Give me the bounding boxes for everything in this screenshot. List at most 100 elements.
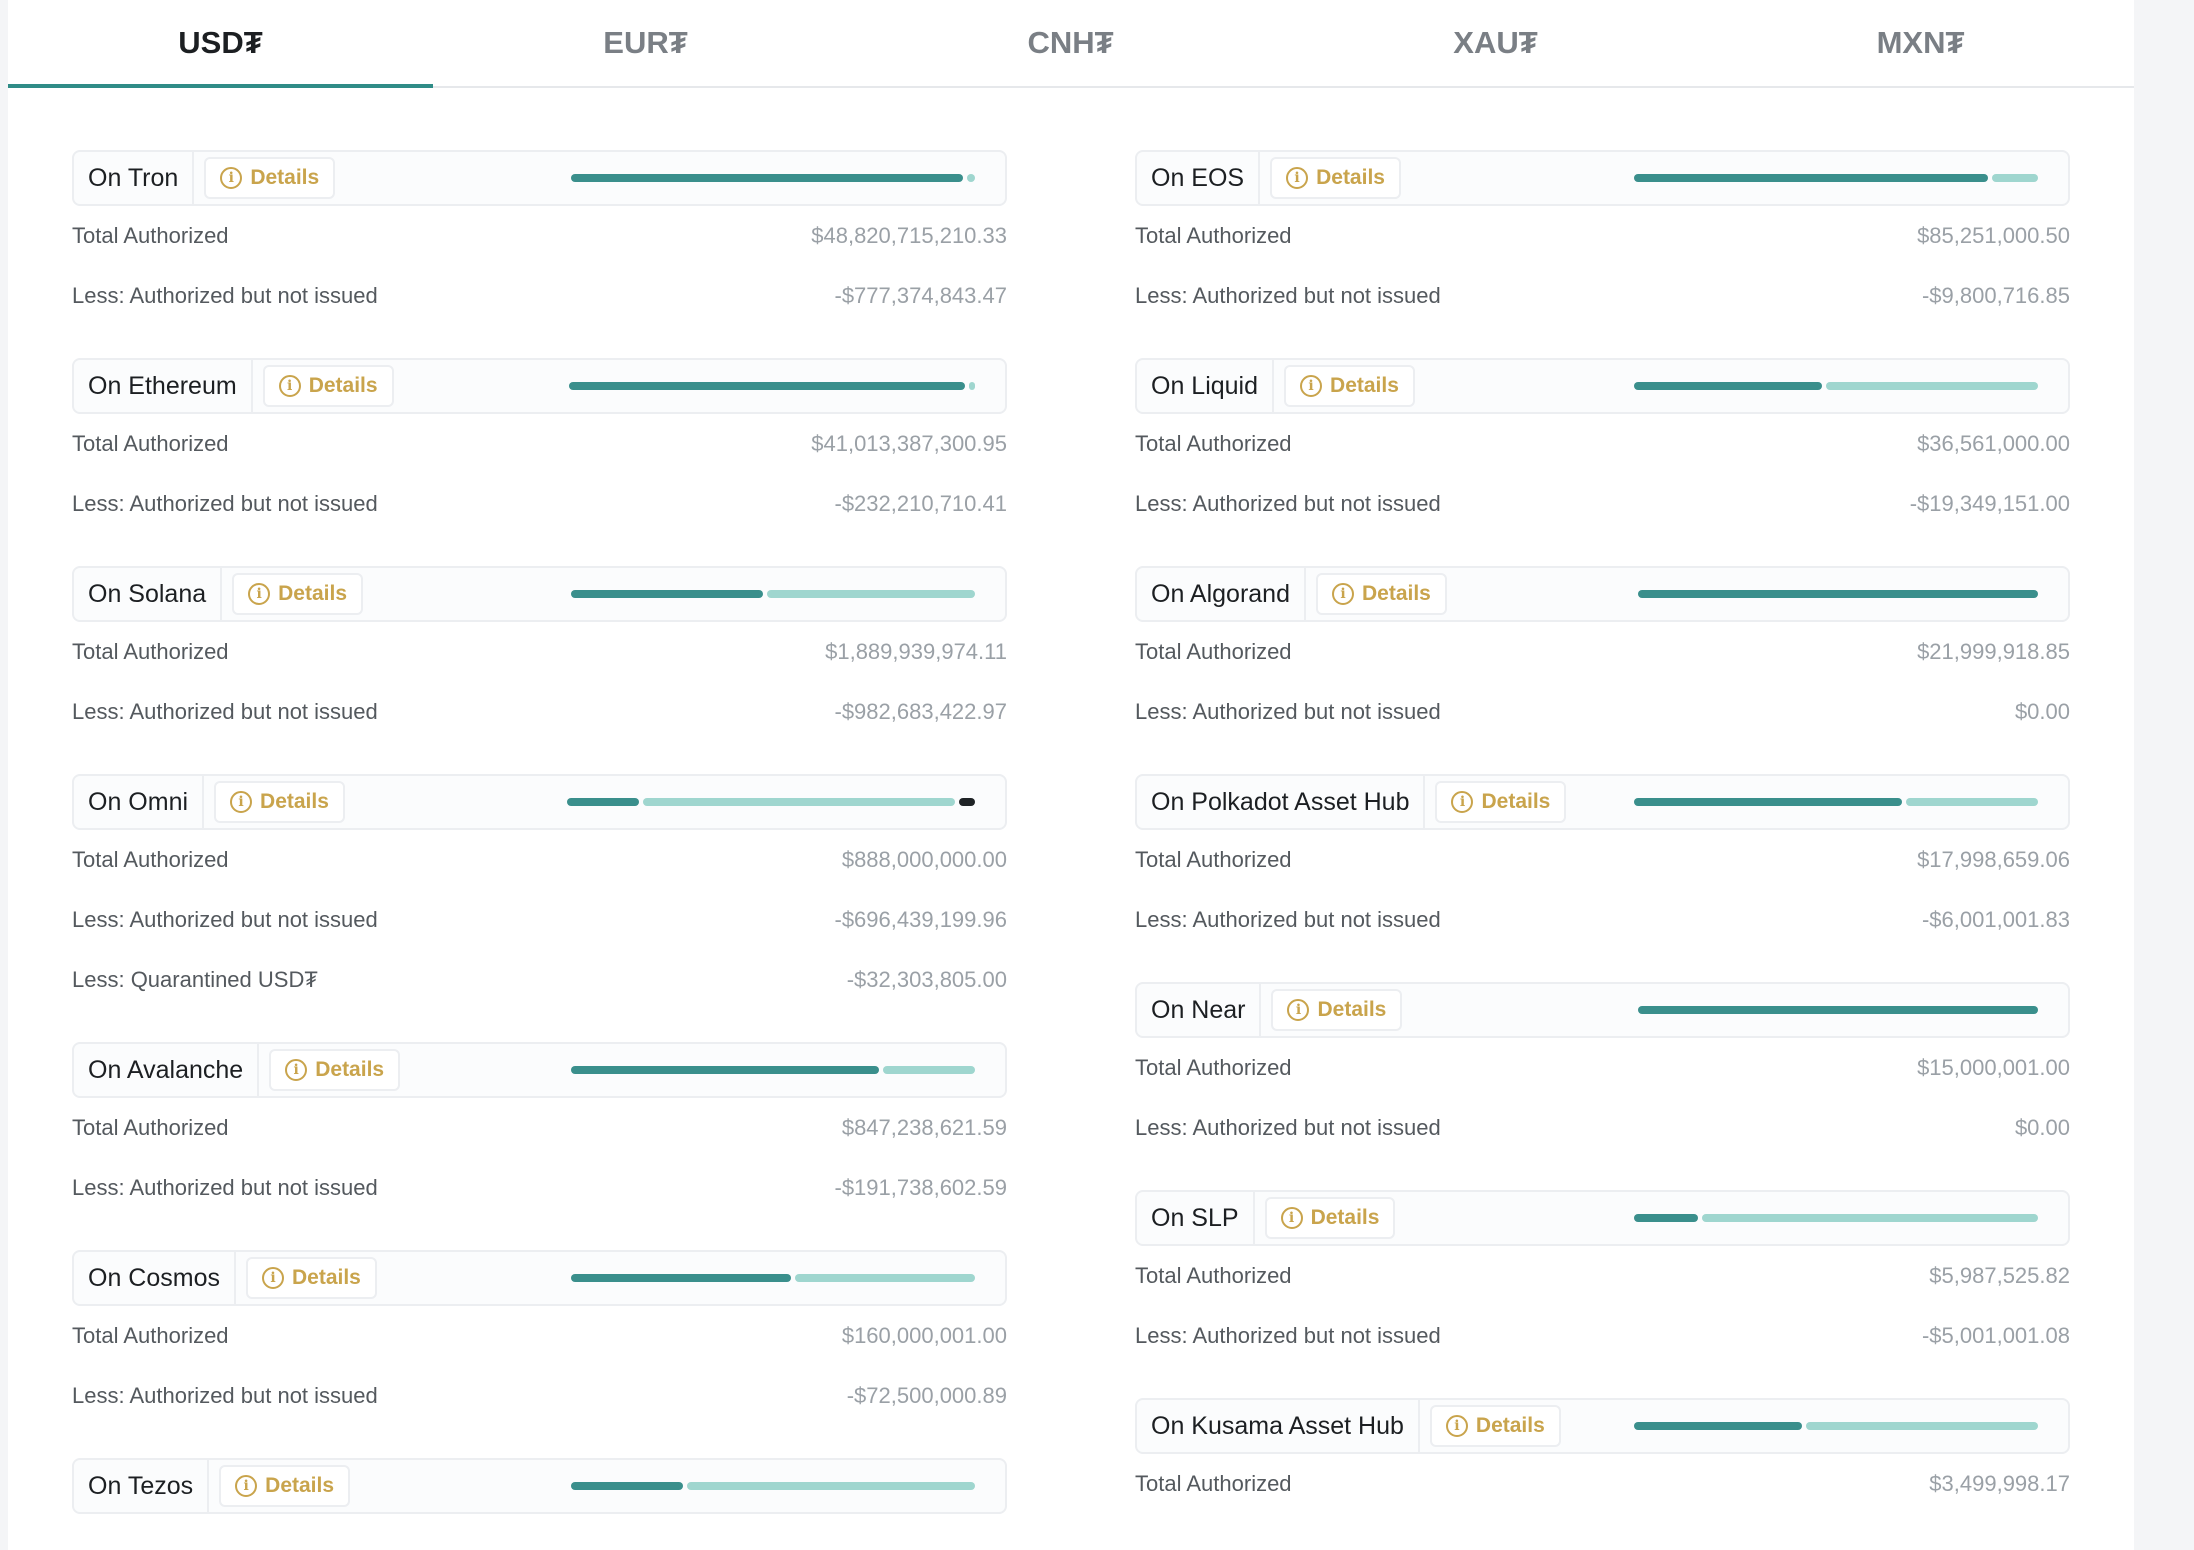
supply-bar (569, 382, 975, 390)
tab-eurt[interactable]: EUR₮ (603, 25, 688, 60)
chain-card-on-cosmos: On Cosmos i Details Total Authorized $160,00… (72, 1250, 1007, 1426)
issued-segment (571, 1274, 791, 1282)
supply-row: Less: Authorized but not issued -$19,349,… (1135, 474, 2070, 534)
row-value: -$6,001,001.83 (1921, 907, 2070, 932)
tab-xaut[interactable]: XAU₮ (1453, 25, 1538, 60)
details-button[interactable]: i Details (1316, 573, 1447, 615)
supply-row: Less: Authorized but not issued $0.00 (1135, 682, 2070, 742)
info-icon: i (1451, 791, 1474, 813)
row-label: Total Authorized (72, 431, 229, 456)
row-label: Less: Authorized but not issued (1135, 907, 1441, 932)
details-label: Details (1316, 166, 1385, 189)
issued-segment (1634, 1422, 1802, 1430)
supply-bar (571, 1274, 975, 1282)
details-label: Details (291, 1266, 361, 1289)
chain-header: On Ethereum i Details (72, 358, 1007, 414)
details-button[interactable]: i Details (214, 781, 345, 823)
row-label: Less: Authorized but not issued (72, 907, 378, 932)
details-button[interactable]: i Details (262, 365, 394, 407)
row-value: -$19,349,151.00 (1909, 491, 2070, 516)
details-button[interactable]: i Details (1284, 365, 1415, 407)
chain-card-on-eos: On EOS i Details Total Authorized $85,251,00… (1135, 150, 2070, 326)
info-icon: i (1280, 1207, 1303, 1229)
row-value: -$982,683,422.97 (834, 699, 1008, 724)
supply-row: Total Authorized $847,238,621.59 (72, 1098, 1007, 1158)
row-label: Less: Authorized but not issued (72, 1383, 378, 1408)
row-label: Total Authorized (1135, 1263, 1292, 1288)
supply-row: Total Authorized $48,820,715,210.33 (72, 206, 1007, 266)
details-button[interactable]: i Details (269, 1049, 401, 1091)
supply-row: Total Authorized $3,499,998.17 (1135, 1454, 2070, 1514)
chain-name: On Omni (74, 776, 205, 828)
details-label: Details (265, 1474, 335, 1497)
row-value: -$5,001,001.08 (1921, 1323, 2070, 1348)
details-button[interactable]: i Details (232, 573, 364, 615)
info-icon: i (1287, 999, 1310, 1021)
issued-segment (1634, 174, 1988, 182)
info-icon: i (230, 791, 253, 813)
not-issued-segment (1806, 1422, 2038, 1430)
row-value: $0.00 (2014, 699, 2070, 724)
supply-row: Total Authorized $36,561,000.00 (1135, 414, 2070, 474)
details-button[interactable]: i Details (1435, 781, 1567, 823)
row-value: $36,561,000.00 (1917, 431, 2070, 456)
details-label: Details (1310, 1206, 1380, 1229)
row-label: Total Authorized (72, 639, 229, 664)
row-label: Less: Authorized but not issued (72, 1175, 378, 1200)
supply-bar-wrap (1395, 1214, 2068, 1222)
info-icon: i (248, 583, 271, 605)
details-button[interactable]: i Details (245, 1257, 377, 1299)
supply-bar-wrap (335, 174, 1005, 182)
chain-header: On Tezos i Details (72, 1458, 1007, 1514)
chain-name: On Tezos (74, 1460, 210, 1512)
details-button[interactable]: i Details (204, 157, 336, 199)
issued-segment (1634, 382, 1822, 390)
supply-row: Total Authorized $160,000,001.00 (72, 1306, 1007, 1366)
details-button[interactable]: i Details (1270, 157, 1401, 199)
supply-row: Less: Authorized but not issued -$777,374… (72, 266, 1007, 326)
details-button[interactable]: i Details (1264, 1197, 1396, 1239)
supply-row: Less: Authorized but not issued -$6,001,0… (1135, 890, 2070, 950)
chain-card-on-polkadot-asset-hub: On Polkadot Asset Hub i Details Total Autho… (1135, 774, 2070, 950)
supply-row: Total Authorized $21,999,918.85 (1135, 622, 2070, 682)
transparency-panel: USD₮ EUR₮ CNH₮ XAU₮ MXN₮ On Tron i Details… (8, 0, 2134, 1550)
chain-card-on-solana: On Solana i Details Total Authorized $1,889,… (72, 566, 1007, 742)
row-label: Less: Authorized but not issued (72, 699, 378, 724)
details-button[interactable]: i Details (219, 1465, 351, 1507)
not-issued-segment (1906, 798, 2038, 806)
supply-bar (571, 1066, 975, 1074)
info-icon: i (261, 1267, 284, 1289)
issued-segment (571, 1482, 683, 1490)
supply-row: Less: Authorized but not issued -$982,683… (72, 682, 1007, 742)
supply-row: Less: Authorized but not issued $0.00 (1135, 1098, 2070, 1158)
supply-row: Total Authorized $1,889,939,974.11 (72, 622, 1007, 682)
details-label: Details (260, 790, 329, 813)
supply-row: Total Authorized $85,251,000.50 (1135, 206, 2070, 266)
chain-card-on-tezos: On Tezos i Details (72, 1458, 1007, 1514)
issued-segment (569, 382, 965, 390)
row-label: Less: Authorized but not issued (1135, 1323, 1441, 1348)
chain-name: On EOS (1137, 152, 1261, 204)
supply-bar-wrap (377, 1274, 1005, 1282)
supply-bar-wrap (394, 382, 1005, 390)
row-label: Total Authorized (72, 1115, 229, 1140)
left-chain-column: On Tron i Details Total Authorized $48,820,7… (72, 150, 1007, 1546)
chain-card-on-tron: On Tron i Details Total Authorized $48,820,7… (72, 150, 1007, 326)
supply-bar-wrap (1415, 382, 2068, 390)
tab-usdt[interactable]: USD₮ (8, 0, 433, 88)
details-button[interactable]: i Details (1429, 1405, 1561, 1447)
row-label: Total Authorized (1135, 639, 1292, 664)
currency-tabs: USD₮ EUR₮ CNH₮ XAU₮ MXN₮ (8, 0, 2134, 88)
row-label: Total Authorized (1135, 1471, 1292, 1496)
chain-card-on-slp: On SLP i Details Total Authorized $5,987,525… (1135, 1190, 2070, 1366)
row-value: $888,000,000.00 (841, 847, 1007, 872)
chain-name: On Algorand (1137, 568, 1306, 620)
tab-mxnt[interactable]: MXN₮ (1876, 25, 1965, 60)
chain-header: On Tron i Details (72, 150, 1007, 206)
tab-cnht[interactable]: CNH₮ (1027, 25, 1114, 60)
chain-header: On Algorand i Details (1135, 566, 2070, 622)
chain-card-on-kusama-asset-hub: On Kusama Asset Hub i Details Total Authori… (1135, 1398, 2070, 1514)
chain-name: On Liquid (1137, 360, 1275, 412)
details-button[interactable]: i Details (1271, 989, 1403, 1031)
row-value: $847,238,621.59 (841, 1115, 1007, 1140)
